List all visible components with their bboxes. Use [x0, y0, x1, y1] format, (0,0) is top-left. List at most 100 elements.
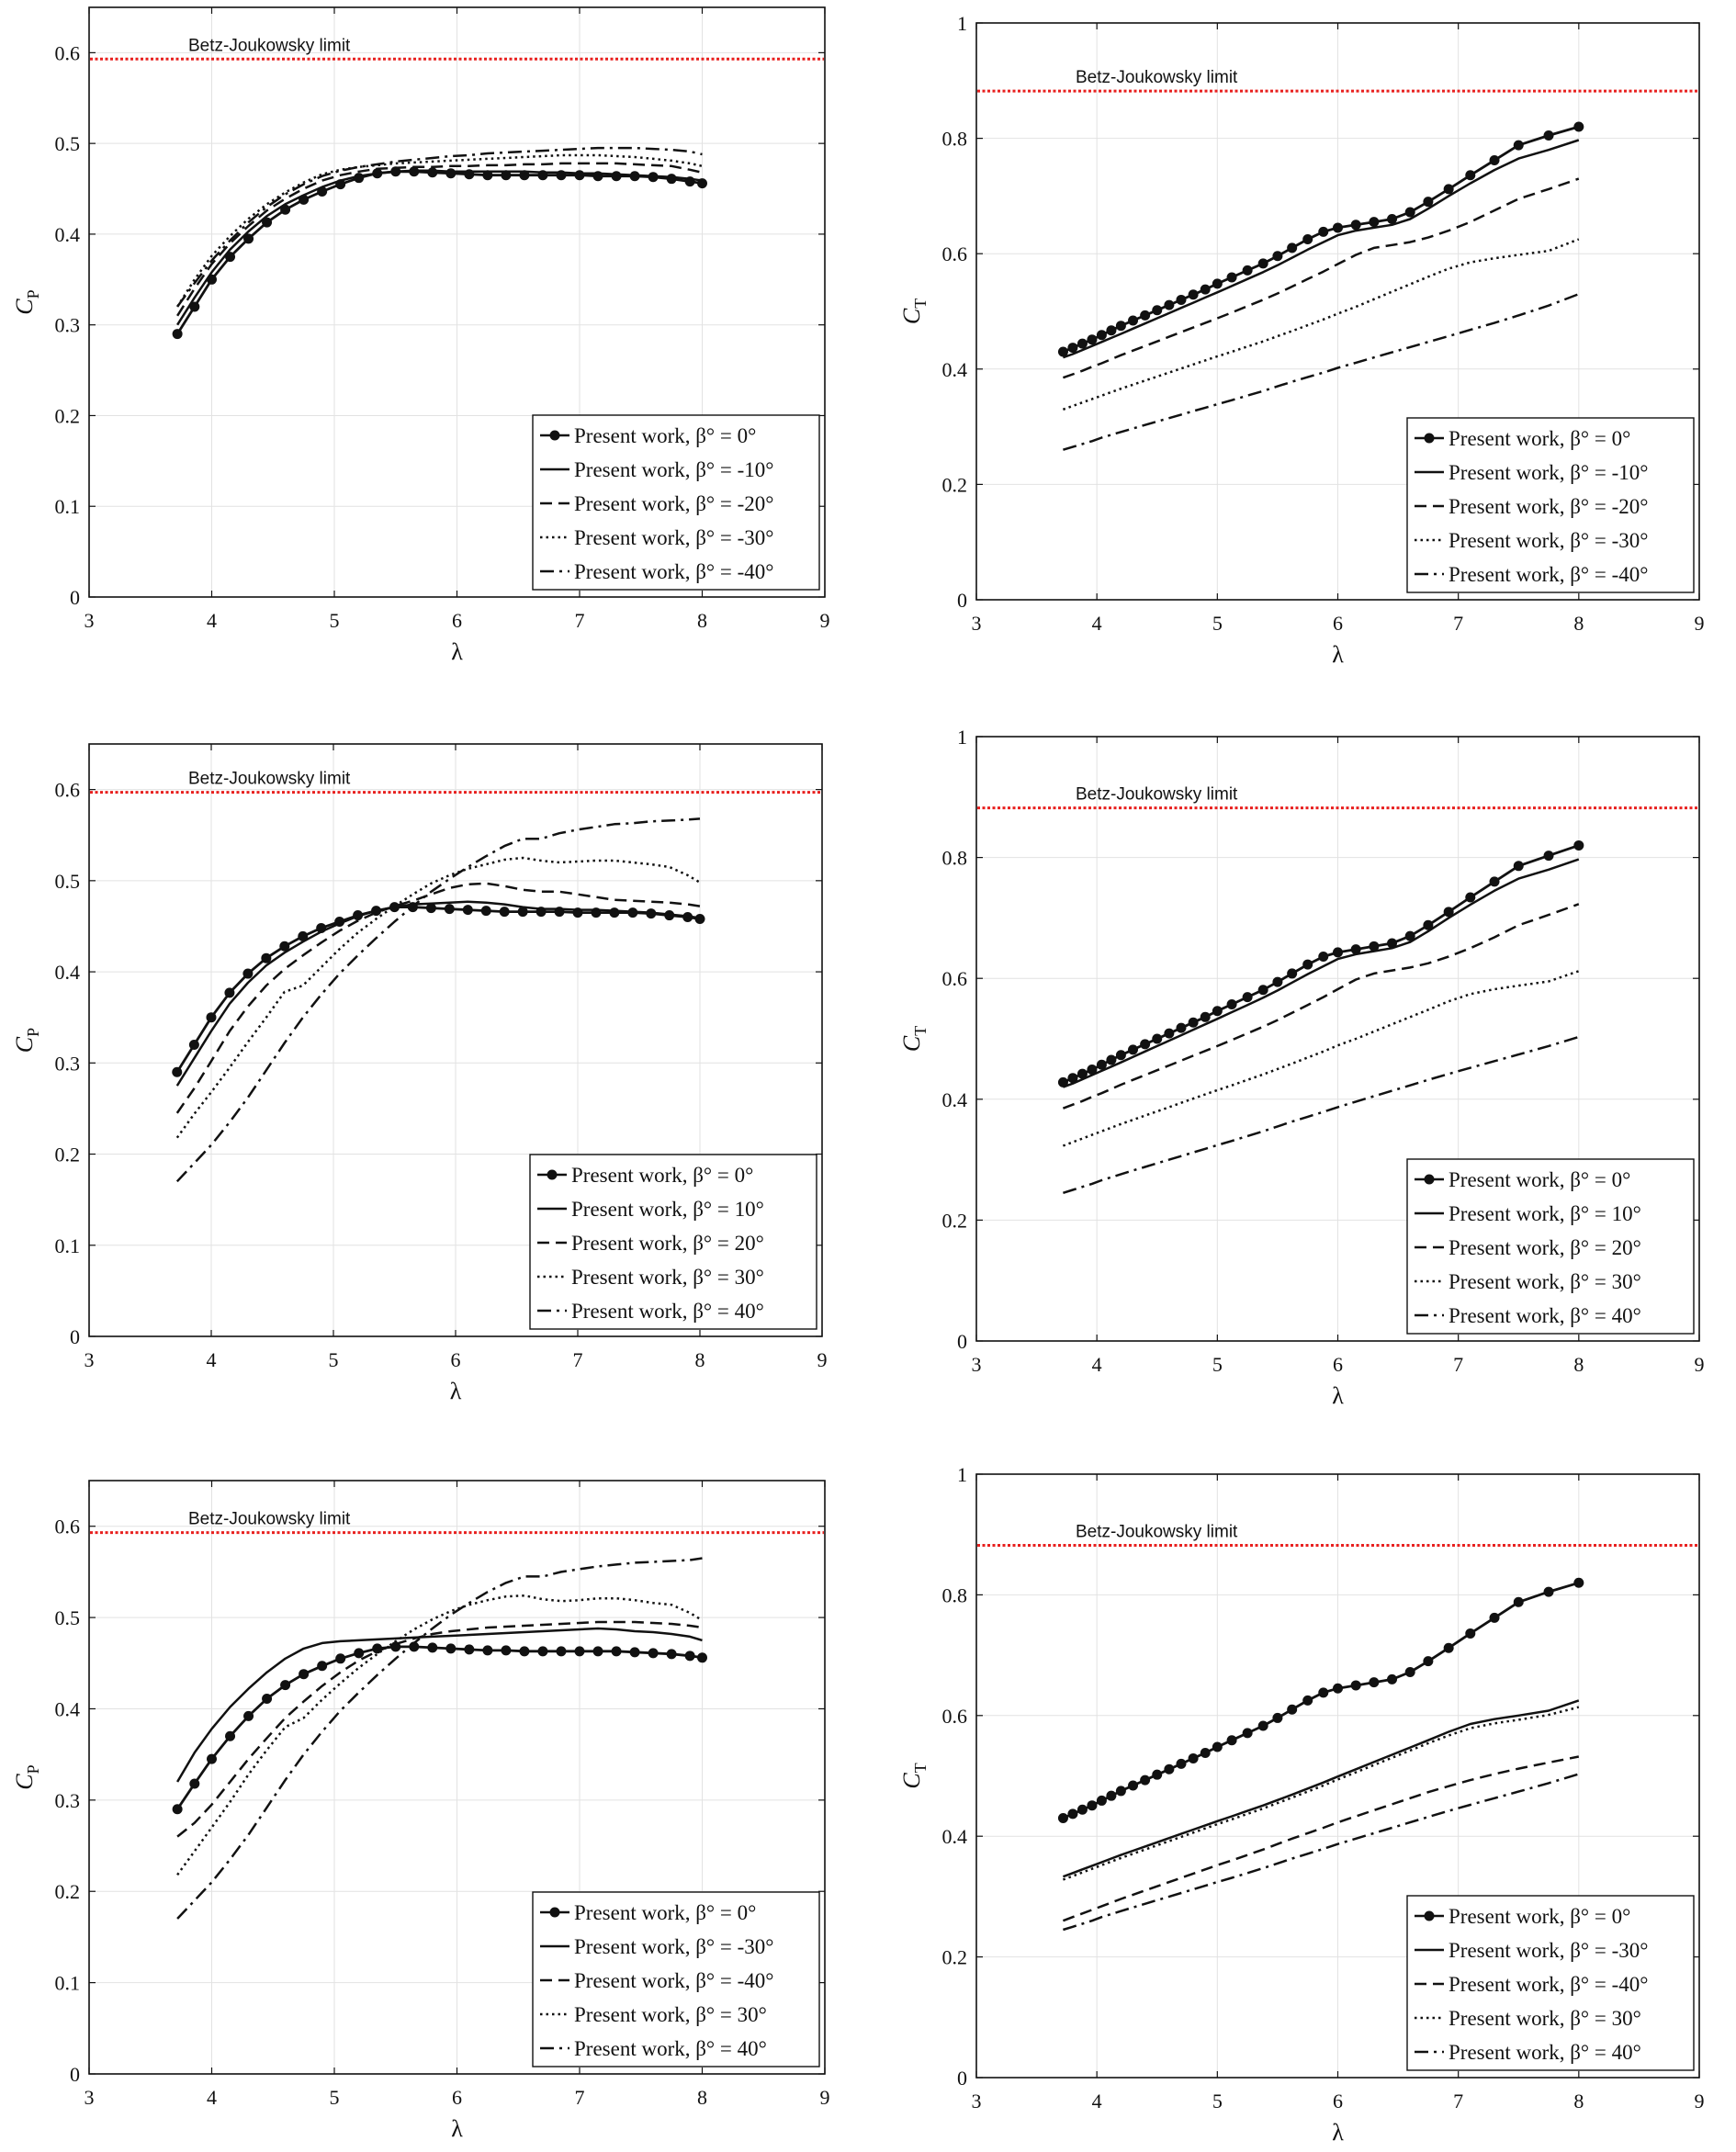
x-tick-label: 3: [85, 609, 95, 632]
y-axis-label-subscript: P: [24, 1028, 42, 1037]
data-point: [1333, 947, 1343, 958]
betz-limit-label: Betz-Joukowsky limit: [188, 770, 351, 789]
data-point: [1489, 154, 1500, 165]
series-line-4: [176, 153, 703, 308]
x-axis-label: λ: [1332, 1382, 1344, 1409]
y-tick-label: 0.2: [942, 1946, 968, 1969]
data-point: [1106, 1790, 1117, 1801]
data-point: [354, 1648, 365, 1659]
data-point: [1333, 1683, 1343, 1694]
data-point: [1350, 220, 1361, 231]
data-point: [1423, 1656, 1434, 1667]
legend-box: [532, 414, 820, 591]
legend-label-3: Present work, β° = -20°: [1449, 495, 1648, 518]
data-point: [1272, 976, 1283, 987]
data-point: [611, 1646, 622, 1657]
y-tick-label: 0.2: [55, 1144, 81, 1166]
legend-box: [532, 1891, 820, 2067]
y-tick-label: 0.4: [55, 1697, 81, 1720]
x-tick-label: 8: [1573, 612, 1584, 635]
y-tick-label: 0.4: [942, 358, 968, 381]
data-point: [1287, 242, 1298, 254]
series-line-3: [176, 1620, 703, 1838]
y-tick-label: 0.6: [942, 242, 968, 265]
y-tick-label: 0.3: [55, 1789, 81, 1812]
data-point: [464, 1644, 475, 1655]
data-point: [1302, 234, 1313, 244]
x-tick-label: 3: [972, 2090, 982, 2113]
x-tick-label: 9: [820, 609, 830, 632]
data-point: [1140, 310, 1151, 321]
y-tick-label: 0.2: [942, 473, 968, 496]
betz-limit-label: Betz-Joukowsky limit: [188, 1510, 351, 1529]
data-point: [243, 1710, 254, 1721]
data-point: [1543, 1586, 1554, 1597]
data-point: [1077, 1804, 1088, 1815]
data-point: [188, 1039, 199, 1050]
data-point: [1465, 892, 1476, 903]
data-point: [1115, 321, 1126, 332]
y-tick-label: 0.3: [55, 1052, 81, 1075]
data-point: [262, 217, 273, 228]
data-point: [462, 905, 473, 916]
y-tick-label: 1: [957, 1463, 967, 1486]
legend: Present work, β° = 0° Present work, β° = …: [1406, 1895, 1695, 2071]
legend-label-5: Present work, β° = 40°: [1449, 2041, 1641, 2064]
data-point: [1188, 289, 1199, 300]
x-tick-label: 5: [1212, 1353, 1223, 1376]
y-tick-label: 0.5: [55, 1606, 81, 1629]
y-axis-label-main: C: [11, 1036, 38, 1053]
legend-label-3: Present work, β° = 20°: [571, 1232, 764, 1255]
y-tick-label: 0.1: [55, 1234, 81, 1257]
legend: Present work, β° = 0° Present work, β° = …: [529, 1154, 817, 1330]
x-tick-label: 5: [1212, 2090, 1223, 2113]
data-point: [1077, 338, 1088, 349]
data-point: [1200, 1748, 1211, 1759]
y-axis-label-subscript: P: [24, 289, 42, 299]
data-point: [1128, 315, 1139, 326]
data-point: [1404, 207, 1415, 218]
legend-label-1: Present work, β° = 0°: [574, 424, 756, 447]
data-point: [1318, 952, 1329, 963]
chart-panel-6: 3 4 5 6 7 8 9 0 0.2 0.4 0.6 0.8 1 λ CT Betz-Joukowsky l…: [898, 1463, 1705, 2146]
x-tick-label: 4: [1092, 612, 1102, 635]
x-tick-label: 3: [972, 612, 982, 635]
x-axis-label: λ: [451, 638, 463, 665]
legend-box: [1406, 417, 1695, 593]
data-point: [1200, 284, 1211, 295]
data-point: [261, 952, 272, 963]
y-tick-label: 0: [70, 586, 80, 609]
data-point: [574, 1646, 585, 1657]
legend-label-3: Present work, β° = -40°: [1449, 1973, 1648, 1996]
data-point: [1369, 1677, 1380, 1688]
data-point: [1369, 941, 1380, 952]
data-point: [697, 1652, 707, 1663]
x-tick-label: 6: [1333, 1353, 1343, 1376]
series-line-3: [1062, 177, 1580, 379]
data-point: [1318, 1687, 1329, 1698]
series-line-4: [1062, 238, 1580, 411]
x-tick-label: 8: [697, 2086, 707, 2109]
data-point: [611, 171, 622, 182]
data-point: [1067, 343, 1078, 354]
legend-label-4: Present work, β° = 30°: [571, 1266, 764, 1289]
data-point: [1176, 294, 1187, 305]
data-point: [1387, 214, 1398, 225]
legend-marker: [547, 1169, 558, 1180]
legend-label-4: Present work, β° = 30°: [1449, 1270, 1641, 1293]
data-point: [592, 1646, 603, 1657]
data-point: [1513, 1596, 1524, 1607]
series-line-1: [175, 906, 701, 1073]
data-point: [189, 301, 200, 312]
data-point: [1164, 1763, 1175, 1775]
data-point: [574, 170, 585, 181]
legend-marker: [1424, 1174, 1435, 1185]
data-point: [299, 1669, 310, 1680]
data-point: [427, 167, 438, 178]
data-point: [517, 907, 528, 918]
x-tick-label: 9: [1695, 1353, 1705, 1376]
x-tick-label: 9: [1695, 2090, 1705, 2113]
y-axis-label-main: C: [11, 299, 38, 315]
y-tick-label: 0.6: [942, 967, 968, 990]
data-point: [1226, 998, 1237, 1009]
